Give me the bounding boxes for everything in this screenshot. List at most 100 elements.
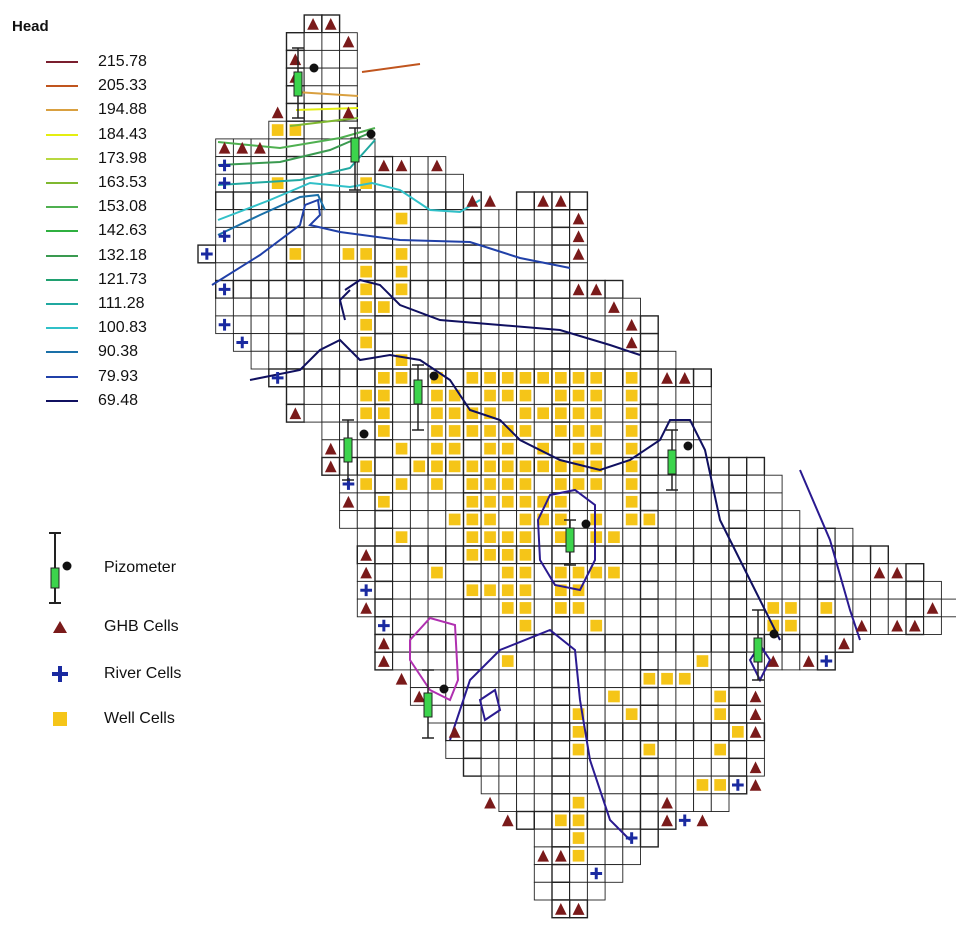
contour-line-icon <box>46 133 78 136</box>
well-cell <box>555 531 567 543</box>
grid-cell <box>923 616 942 635</box>
grid-cell <box>374 191 394 211</box>
well-cell <box>537 495 549 508</box>
grid-cell <box>339 386 358 405</box>
grid-cell <box>533 226 553 246</box>
grid-cell <box>356 368 376 388</box>
grid-cell <box>356 510 376 529</box>
grid-cell <box>746 545 766 565</box>
ghb-triangle-icon <box>572 283 585 296</box>
grid-cell <box>285 332 305 353</box>
well-cell <box>767 602 780 614</box>
grid-cell <box>675 456 695 476</box>
grid-cell <box>533 669 553 689</box>
grid-cell <box>533 598 553 618</box>
grid-cell <box>639 598 659 618</box>
river-plus-icon <box>218 159 231 172</box>
grid-cell <box>763 492 783 512</box>
grid-cell <box>781 580 801 600</box>
grid-cell <box>533 386 553 405</box>
well-cell <box>431 425 443 437</box>
grid-cell <box>409 226 429 246</box>
grid-cell <box>728 740 748 760</box>
legend-symbol-label: River Cells <box>104 665 182 682</box>
grid-cell <box>462 704 482 724</box>
grid-cell <box>515 810 535 830</box>
grid-cell <box>392 333 411 352</box>
grid-cell <box>604 421 624 441</box>
grid-cell <box>533 793 553 812</box>
grid-cell <box>551 350 571 370</box>
legend-item-132.18: 132.18 <box>46 246 147 266</box>
legend-item-173.98: 173.98 <box>46 149 147 169</box>
grid-cell <box>675 598 695 618</box>
well-cell <box>696 655 709 667</box>
grid-cell <box>693 740 712 759</box>
grid-cell <box>498 350 518 370</box>
grid-cell <box>462 350 482 370</box>
grid-cell <box>480 279 500 299</box>
ghb-triangle-icon <box>802 655 815 667</box>
well-cell <box>484 407 496 420</box>
well-cell <box>360 336 372 349</box>
well-cell <box>484 513 496 526</box>
grid-cell <box>533 757 553 777</box>
grid-cell <box>604 864 624 883</box>
legend-river-cells: River Cells <box>40 665 181 683</box>
ghb-triangle-icon <box>767 655 780 667</box>
well-cell <box>431 566 443 579</box>
grid-cell <box>586 580 606 600</box>
grid-cell <box>374 580 394 600</box>
grid-cell <box>693 669 712 689</box>
grid-cell <box>604 350 624 370</box>
well-cell <box>820 602 833 614</box>
ghb-triangle-icon <box>254 141 266 154</box>
grid-cell <box>852 598 872 618</box>
contour-line-icon <box>46 61 78 63</box>
grid-cell <box>639 563 659 583</box>
contour-line-icon <box>46 375 78 378</box>
river-plus-icon <box>378 619 390 632</box>
grid-cell <box>374 262 394 282</box>
grid-cell <box>498 297 518 317</box>
grid-cell <box>480 633 500 653</box>
well-cell <box>537 442 549 455</box>
well-cell <box>625 708 638 720</box>
grid-cell <box>675 492 695 512</box>
grid-cell <box>462 740 482 760</box>
grid-cell <box>746 510 765 529</box>
well-cell <box>572 708 585 720</box>
legend-pizometer: Pizometer <box>40 528 176 608</box>
grid-cell <box>569 191 589 211</box>
grid-cell <box>710 793 730 812</box>
ghb-triangle-icon <box>342 495 355 508</box>
well-cell <box>395 212 408 225</box>
well-cell <box>555 389 567 402</box>
grid-cell <box>427 580 447 600</box>
grid-cell <box>498 793 518 812</box>
legend-item-163.53: 163.53 <box>46 173 147 193</box>
well-cell <box>608 531 620 543</box>
well-cell <box>572 726 585 738</box>
grid-cell <box>445 563 464 582</box>
well-cell <box>448 389 461 402</box>
grid-cell <box>639 616 659 636</box>
grid-cell <box>356 209 376 228</box>
grid-cell <box>799 563 818 582</box>
well-cell <box>466 460 479 473</box>
grid-cell <box>339 49 358 69</box>
well-cell <box>413 460 426 473</box>
grid-cell <box>445 651 464 671</box>
contour-163 <box>289 117 359 127</box>
well-cell <box>625 407 638 420</box>
grid-cell <box>356 439 376 458</box>
grid-cell <box>515 191 535 211</box>
grid-cell <box>409 616 429 635</box>
legend-item-100.83: 100.83 <box>46 318 147 338</box>
grid-cell <box>622 633 642 653</box>
grid-cell <box>675 421 695 441</box>
grid-cell <box>498 740 518 759</box>
grid-cell <box>427 527 447 547</box>
well-cell <box>625 372 638 384</box>
grid-cell <box>657 704 677 724</box>
